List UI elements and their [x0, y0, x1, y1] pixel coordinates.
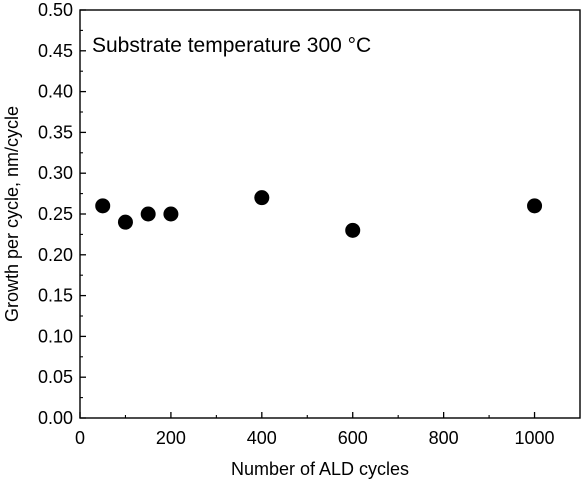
data-point — [254, 190, 270, 206]
x-axis-title: Number of ALD cycles — [231, 459, 409, 479]
ticks-layer: 0 200 400 600 800 1000 0.00 0.05 0.10 0.15 0.20 0.2… — [38, 0, 555, 448]
y-tick-label: 0.10 — [38, 326, 73, 346]
x-tick-label: 1000 — [515, 428, 555, 448]
annotation-label: Substrate temperature 300 °C — [92, 34, 371, 57]
y-tick-label: 0.05 — [38, 367, 73, 387]
data-point — [345, 222, 361, 238]
y-tick-label: 0.40 — [38, 82, 73, 102]
y-axis-title: Growth per cycle, nm/cycle — [2, 106, 22, 322]
x-tick-label: 200 — [156, 428, 186, 448]
y-tick-label: 0.30 — [38, 163, 73, 183]
y-tick-label: 0.15 — [38, 286, 73, 306]
data-point — [163, 206, 179, 222]
plot-frame — [79, 9, 581, 419]
data-point — [527, 198, 543, 214]
x-tick-label: 600 — [338, 428, 368, 448]
data-point — [95, 198, 111, 214]
y-tick-label: 0.50 — [38, 0, 73, 20]
points-layer — [95, 190, 543, 238]
data-point — [117, 214, 133, 230]
y-tick-label: 0.00 — [38, 408, 73, 428]
y-tick-label: 0.35 — [38, 122, 73, 142]
data-point — [140, 206, 156, 222]
y-tick-label: 0.25 — [38, 204, 73, 224]
x-tick-label: 0 — [75, 428, 85, 448]
y-tick-label: 0.20 — [38, 245, 73, 265]
x-tick-label: 400 — [247, 428, 277, 448]
x-tick-label: 800 — [429, 428, 459, 448]
y-tick-label: 0.45 — [38, 41, 73, 61]
